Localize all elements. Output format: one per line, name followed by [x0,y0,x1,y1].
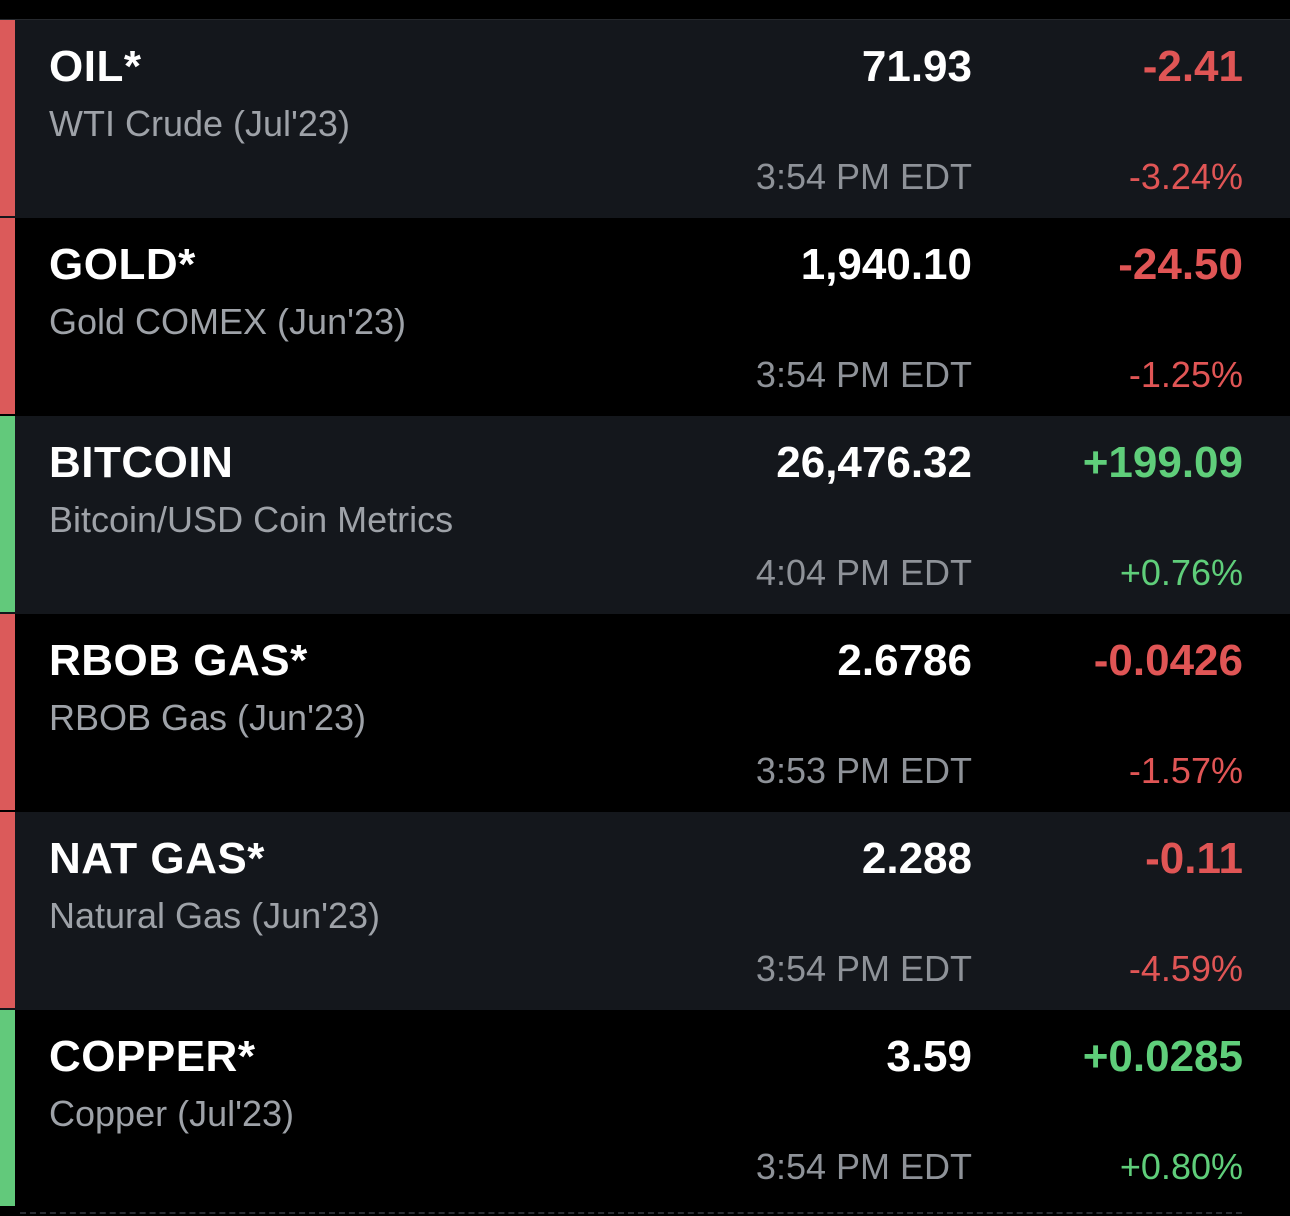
quote-symbol: BITCOIN [49,438,234,487]
trend-bar [0,416,15,612]
quote-change: -24.50 [1118,240,1243,289]
quote-symbol: NAT GAS* [49,834,265,883]
quote-row-gold[interactable]: GOLD* Gold COMEX (Jun'23) 1,940.10 3:54 … [0,218,1290,416]
quote-change: -2.41 [1142,42,1243,91]
quote-change: +199.09 [1082,438,1243,487]
quote-name: Bitcoin/USD Coin Metrics [49,499,454,540]
quote-percent-change: -4.59% [1128,948,1243,989]
quote-price: 3.59 [886,1032,972,1081]
quote-row-nat-gas[interactable]: NAT GAS* Natural Gas (Jun'23) 2.288 3:54… [0,812,1290,1010]
trend-bar [0,1010,15,1206]
top-strip [0,0,1290,20]
quote-time: 4:04 PM EDT [755,552,972,593]
trend-bar [0,812,15,1008]
list-end-divider [20,1212,1242,1214]
quote-price: 71.93 [861,42,972,91]
quote-symbol: COPPER* [49,1032,256,1081]
quote-name: RBOB Gas (Jun'23) [49,697,366,738]
quote-change: +0.0285 [1082,1032,1243,1081]
quote-percent-change: -3.24% [1128,156,1243,197]
quote-symbol: RBOB GAS* [49,636,308,685]
quote-price: 26,476.32 [776,438,972,487]
quote-row-rbob-gas[interactable]: RBOB GAS* RBOB Gas (Jun'23) 2.6786 3:53 … [0,614,1290,812]
quote-row-bitcoin[interactable]: BITCOIN Bitcoin/USD Coin Metrics 26,476.… [0,416,1290,614]
quote-percent-change: -1.25% [1128,354,1243,395]
quote-percent-change: -1.57% [1128,750,1243,791]
quote-time: 3:54 PM EDT [755,156,972,197]
quote-symbol: GOLD* [49,240,196,289]
quote-percent-change: +0.76% [1119,552,1243,593]
quote-percent-change: +0.80% [1119,1146,1243,1187]
quote-row-copper[interactable]: COPPER* Copper (Jul'23) 3.59 3:54 PM EDT… [0,1010,1290,1208]
quote-change: -0.0426 [1093,636,1243,685]
quote-price: 2.288 [861,834,972,883]
trend-bar [0,614,15,810]
quote-time: 3:53 PM EDT [755,750,972,791]
trend-bar [0,218,15,414]
quote-time: 3:54 PM EDT [755,354,972,395]
quote-list: OIL* WTI Crude (Jul'23) 71.93 3:54 PM ED… [0,20,1290,1208]
quote-time: 3:54 PM EDT [755,948,972,989]
trend-bar [0,20,15,216]
quote-name: WTI Crude (Jul'23) [49,103,350,144]
quote-change: -0.11 [1145,834,1243,883]
quote-time: 3:54 PM EDT [755,1146,972,1187]
quote-row-oil[interactable]: OIL* WTI Crude (Jul'23) 71.93 3:54 PM ED… [0,20,1290,218]
quote-symbol: OIL* [49,42,142,91]
quote-price: 1,940.10 [800,240,972,289]
quote-name: Gold COMEX (Jun'23) [49,301,406,342]
quote-name: Copper (Jul'23) [49,1093,294,1134]
quote-price: 2.6786 [837,636,972,685]
quote-name: Natural Gas (Jun'23) [49,895,381,936]
